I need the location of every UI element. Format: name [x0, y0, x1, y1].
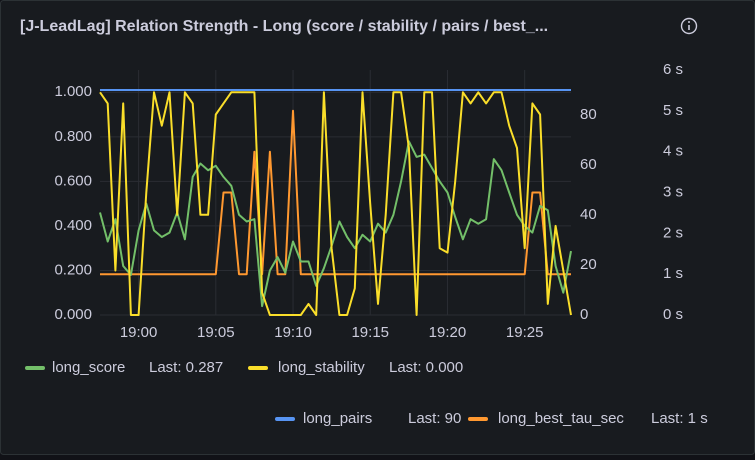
- legend-last: Last: 1 s: [651, 410, 708, 427]
- x-tick-label: 19:25: [506, 324, 544, 341]
- legend-name: long_stability: [278, 359, 365, 376]
- series-line: [99, 140, 572, 308]
- y3-tick-label: 4 s: [663, 143, 683, 160]
- y-tick-label: 0.000: [54, 306, 92, 323]
- y-tick-label: 0.200: [54, 261, 92, 278]
- series-line: [99, 91, 572, 316]
- x-tick-label: 19:10: [274, 324, 312, 341]
- y3-tick-label: 5 s: [663, 102, 683, 119]
- legend-last: Last: 90: [408, 410, 461, 427]
- y-tick-label: 0.600: [54, 172, 92, 189]
- y3-tick-label: 0 s: [663, 306, 683, 323]
- y-tick-label: 0.800: [54, 128, 92, 145]
- y3-tick-label: 2 s: [663, 224, 683, 241]
- y-tick-label: 1.000: [54, 83, 92, 100]
- legend-name: long_pairs: [303, 410, 372, 427]
- x-tick-label: 19:00: [120, 324, 158, 341]
- y2-tick-label: 60: [580, 156, 597, 173]
- y2-tick-label: 20: [580, 256, 597, 273]
- panel-title: [J-LeadLag] Relation Strength - Long (sc…: [20, 18, 548, 35]
- info-icon[interactable]: [680, 17, 698, 35]
- x-tick-label: 19:15: [351, 324, 389, 341]
- legend-last: Last: 0.287: [149, 359, 223, 376]
- x-tick-label: 19:20: [429, 324, 467, 341]
- y2-tick-label: 80: [580, 106, 597, 123]
- y2-tick-label: 0: [580, 306, 588, 323]
- y-tick-label: 0.400: [54, 217, 92, 234]
- y2-tick-label: 40: [580, 206, 597, 223]
- legend-name: long_score: [52, 359, 125, 376]
- legend-last: Last: 0.000: [389, 359, 463, 376]
- y3-tick-label: 1 s: [663, 265, 683, 282]
- legend-name: long_best_tau_sec: [498, 410, 624, 427]
- y3-tick-label: 6 s: [663, 61, 683, 78]
- x-tick-label: 19:05: [197, 324, 235, 341]
- y3-tick-label: 3 s: [663, 183, 683, 200]
